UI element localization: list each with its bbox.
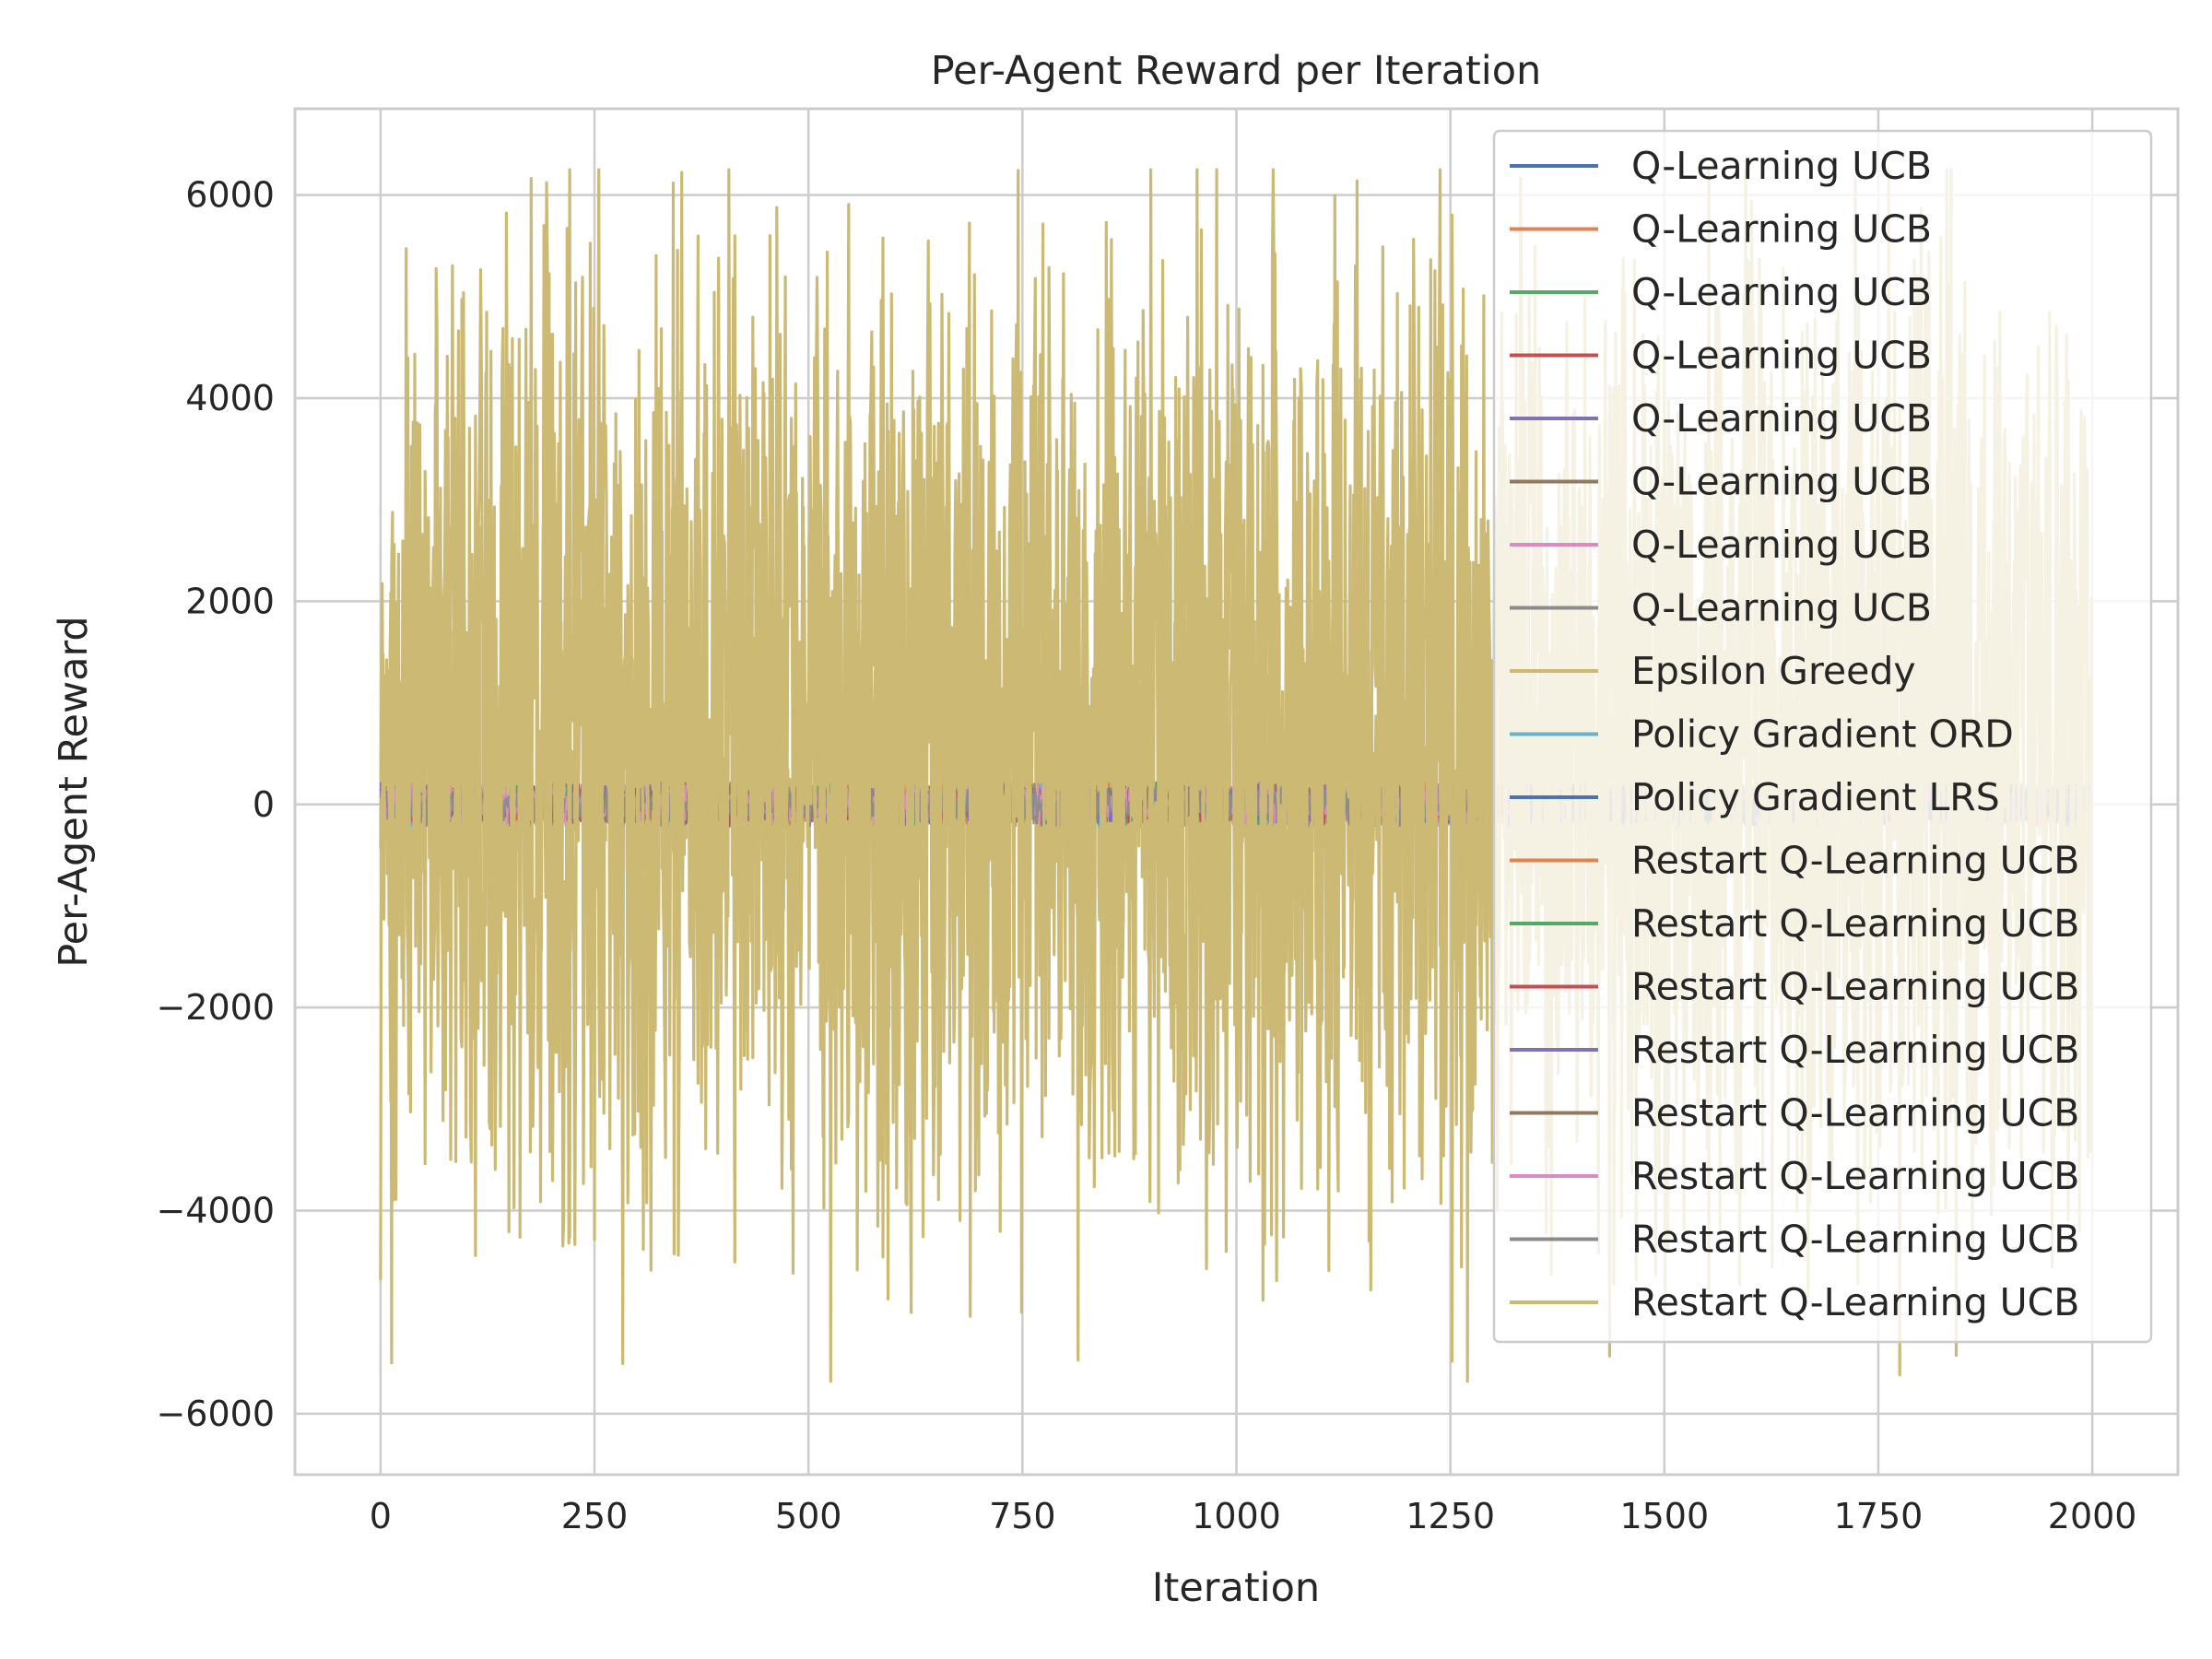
legend-label: Policy Gradient LRS — [1631, 775, 2000, 819]
legend-label: Q-Learning UCB — [1631, 334, 1932, 378]
chart-title: Per-Agent Reward per Iteration — [931, 48, 1542, 94]
legend-box — [1492, 129, 2153, 1344]
legend-label: Restart Q-Learning UCB — [1631, 1091, 2079, 1135]
y-axis-label: Per-Agent Reward — [51, 616, 97, 967]
legend-label: Q-Learning UCB — [1631, 144, 1932, 188]
legend-label: Q-Learning UCB — [1631, 523, 1932, 567]
y-tick-label: 6000 — [185, 175, 275, 216]
y-tick-label: −6000 — [156, 1394, 275, 1434]
legend-label: Epsilon Greedy — [1631, 649, 1916, 693]
x-tick-labels: 0 250 500 750 1000 1250 1500 1750 2000 — [370, 1496, 2137, 1536]
legend-label: Policy Gradient ORD — [1631, 712, 2014, 757]
y-tick-label: 4000 — [185, 378, 275, 418]
legend-label: Restart Q-Learning UCB — [1631, 965, 2079, 1009]
legend: Q-Learning UCB Q-Learning UCB Q-Learning U… — [1492, 129, 2153, 1344]
legend-label: Restart Q-Learning UCB — [1631, 1028, 2079, 1072]
x-tick-label: 250 — [561, 1496, 629, 1536]
x-tick-label: 750 — [989, 1496, 1056, 1536]
legend-label: Q-Learning UCB — [1631, 207, 1932, 252]
legend-label: Restart Q-Learning UCB — [1631, 839, 2079, 883]
x-tick-label: 1750 — [1834, 1496, 1924, 1536]
legend-label: Q-Learning UCB — [1631, 460, 1932, 504]
legend-label: Restart Q-Learning UCB — [1631, 1280, 2079, 1324]
x-tick-label: 1250 — [1406, 1496, 1495, 1536]
x-tick-label: 1500 — [1619, 1496, 1709, 1536]
legend-label: Q-Learning UCB — [1631, 270, 1932, 314]
y-tick-label: 2000 — [185, 581, 275, 621]
y-tick-label: −4000 — [156, 1191, 275, 1231]
x-tick-label: 2000 — [2048, 1496, 2137, 1536]
x-tick-label: 500 — [775, 1496, 842, 1536]
legend-label: Restart Q-Learning UCB — [1631, 901, 2079, 946]
x-axis-label: Iteration — [1152, 1565, 1320, 1611]
x-tick-label: 1000 — [1192, 1496, 1281, 1536]
legend-label: Restart Q-Learning UCB — [1631, 1218, 2079, 1262]
x-tick-label: 0 — [370, 1496, 392, 1536]
y-tick-label: 0 — [253, 784, 275, 825]
y-tick-label: −2000 — [156, 987, 275, 1028]
legend-label: Q-Learning UCB — [1631, 586, 1932, 630]
y-tick-labels: −6000 −4000 −2000 0 2000 4000 6000 — [156, 175, 275, 1434]
legend-label: Restart Q-Learning UCB — [1631, 1154, 2079, 1198]
legend-label: Q-Learning UCB — [1631, 396, 1932, 441]
plot-frame — [293, 107, 2180, 1477]
